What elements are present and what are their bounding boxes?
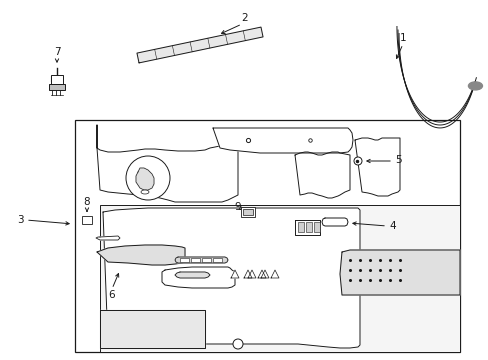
Bar: [297, 222, 304, 232]
Bar: [241, 207, 254, 217]
Polygon shape: [339, 250, 459, 295]
Polygon shape: [100, 310, 204, 348]
Bar: [213, 258, 222, 262]
Bar: [75, 120, 459, 352]
Text: 8: 8: [83, 197, 90, 207]
Ellipse shape: [141, 190, 149, 194]
Text: 1: 1: [399, 33, 406, 43]
Text: 6: 6: [108, 290, 115, 300]
Polygon shape: [96, 236, 120, 240]
Polygon shape: [213, 128, 352, 153]
Polygon shape: [230, 270, 239, 278]
Polygon shape: [247, 270, 256, 278]
Polygon shape: [270, 270, 279, 278]
Polygon shape: [354, 138, 399, 196]
Text: 3: 3: [17, 215, 23, 225]
Polygon shape: [258, 270, 265, 278]
Text: 5: 5: [395, 155, 402, 165]
Bar: [51, 75, 63, 84]
Bar: [202, 258, 210, 262]
Polygon shape: [97, 245, 184, 265]
Bar: [191, 258, 200, 262]
Polygon shape: [103, 208, 359, 348]
Bar: [305, 222, 311, 232]
Polygon shape: [294, 220, 319, 235]
Polygon shape: [321, 218, 347, 226]
Circle shape: [353, 157, 361, 165]
Polygon shape: [294, 152, 349, 198]
Ellipse shape: [468, 82, 482, 90]
Text: 4: 4: [389, 221, 395, 231]
Circle shape: [126, 156, 170, 200]
Bar: [180, 258, 189, 262]
Polygon shape: [136, 168, 154, 190]
Text: 7: 7: [54, 47, 60, 57]
Polygon shape: [97, 125, 238, 202]
Text: 2: 2: [241, 13, 248, 23]
Bar: [243, 209, 252, 215]
Polygon shape: [175, 257, 227, 263]
Text: 9: 9: [234, 202, 241, 212]
Polygon shape: [162, 267, 235, 288]
Circle shape: [232, 339, 243, 349]
Bar: [313, 222, 319, 232]
Polygon shape: [244, 270, 251, 278]
Polygon shape: [261, 270, 268, 278]
Polygon shape: [175, 272, 209, 278]
Bar: [100, 205, 459, 352]
Bar: [49, 84, 65, 90]
Bar: [82, 216, 92, 224]
Polygon shape: [137, 27, 263, 63]
